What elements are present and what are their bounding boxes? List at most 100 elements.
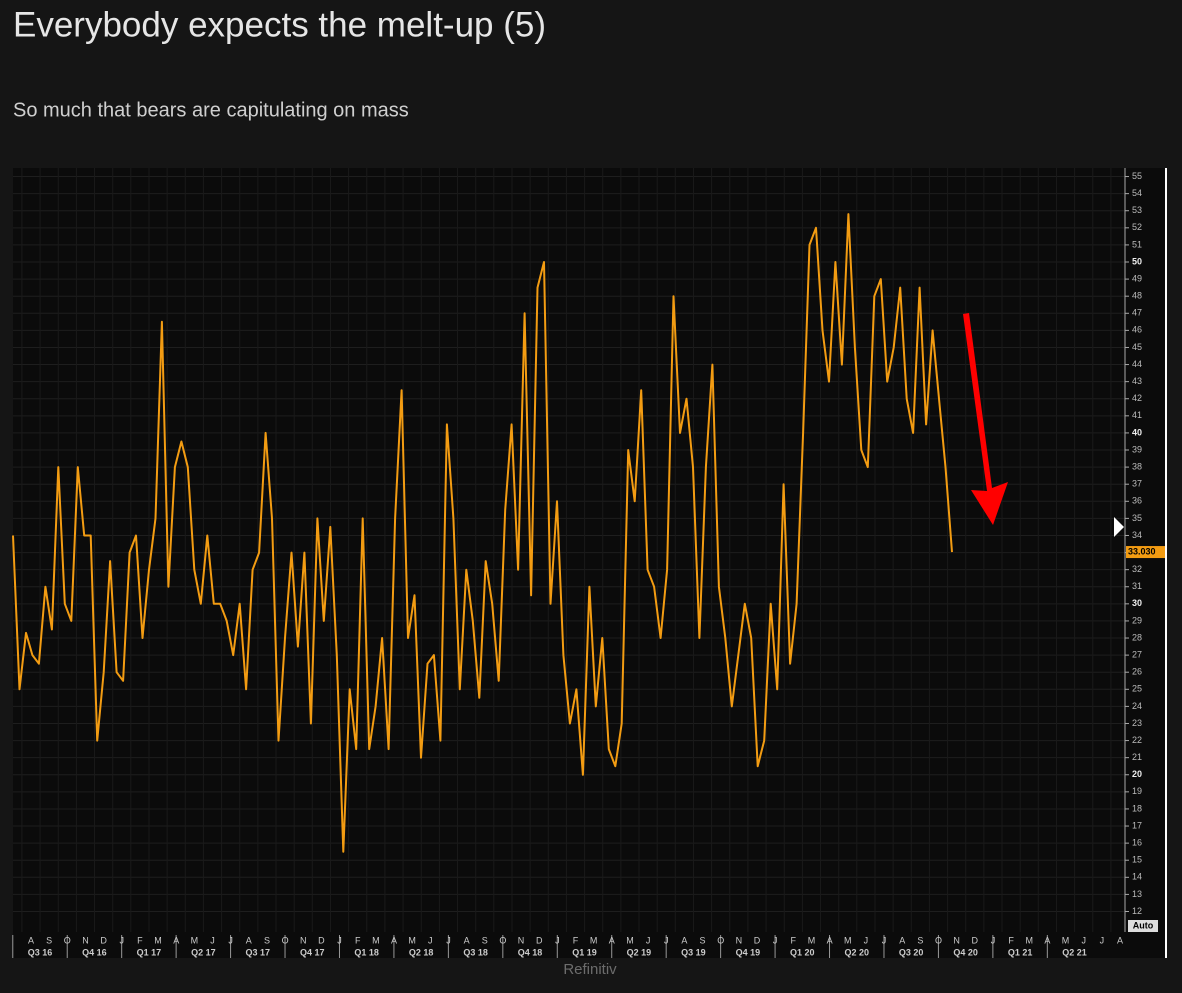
x-month-label: J	[555, 935, 560, 945]
y-tick-label: 17	[1132, 820, 1142, 830]
x-month-label: N	[953, 935, 960, 945]
x-quarter-label: Q4 20	[953, 947, 978, 957]
x-month-label: J	[646, 935, 651, 945]
y-tick-label: 46	[1132, 325, 1142, 335]
y-tick-label: 16	[1132, 837, 1142, 847]
y-tick-label: 36	[1132, 496, 1142, 506]
y-tick-label: 41	[1132, 410, 1142, 420]
x-month-label: D	[318, 935, 325, 945]
y-tick-label: 42	[1132, 393, 1142, 403]
x-month-label: M	[808, 935, 816, 945]
x-quarter-label: Q3 16	[28, 947, 53, 957]
y-tick-label: 32	[1132, 564, 1142, 574]
x-quarter-label: Q3 17	[246, 947, 271, 957]
x-month-label: N	[82, 935, 89, 945]
y-tick-label: 15	[1132, 855, 1142, 865]
x-month-label: J	[337, 935, 342, 945]
x-month-label: S	[264, 935, 270, 945]
x-month-label: A	[681, 935, 687, 945]
y-tick-label: 23	[1132, 718, 1142, 728]
y-tick-label: 30	[1132, 598, 1142, 608]
x-month-label: N	[518, 935, 525, 945]
y-tick-label: 38	[1132, 461, 1142, 471]
x-month-label: O	[64, 935, 71, 945]
x-quarter-label: Q1 19	[572, 947, 597, 957]
x-month-label: J	[864, 935, 869, 945]
x-month-label: J	[228, 935, 233, 945]
y-tick-label: 49	[1132, 273, 1142, 283]
x-month-label: N	[300, 935, 307, 945]
x-quarter-label: Q2 17	[191, 947, 216, 957]
x-month-label: M	[372, 935, 380, 945]
y-tick-label: 18	[1132, 803, 1142, 813]
x-quarter-label: Q1 20	[790, 947, 815, 957]
x-quarter-label: Q2 20	[844, 947, 869, 957]
y-tick-label: 19	[1132, 786, 1142, 796]
x-month-label: S	[482, 935, 488, 945]
x-month-label: A	[246, 935, 252, 945]
y-tick-label: 31	[1132, 581, 1142, 591]
data-line	[12, 213, 953, 853]
x-month-label: M	[590, 935, 598, 945]
x-month-label: J	[991, 935, 996, 945]
y-tick-label: 28	[1132, 632, 1142, 642]
x-quarter-label: Q2 19	[627, 947, 652, 957]
x-quarter-label: Q2 21	[1062, 947, 1087, 957]
x-month-label: J	[446, 935, 451, 945]
x-quarter-label: Q1 18	[354, 947, 379, 957]
x-month-label: J	[1081, 935, 1086, 945]
x-month-label: F	[355, 935, 361, 945]
x-quarter-label: Q3 18	[463, 947, 488, 957]
last-value-box	[1126, 546, 1165, 559]
y-tick-label: 26	[1132, 667, 1142, 677]
x-quarter-label: Q4 18	[518, 947, 543, 957]
x-month-label: O	[717, 935, 724, 945]
x-month-label: F	[137, 935, 143, 945]
y-tick-label: 37	[1132, 479, 1142, 489]
auto-label: Auto	[1133, 920, 1154, 930]
y-tick-label: 51	[1132, 239, 1142, 249]
x-quarter-label: Q1 21	[1008, 947, 1033, 957]
x-month-label: A	[1117, 935, 1123, 945]
x-month-label: D	[100, 935, 107, 945]
y-tick-label: 22	[1132, 735, 1142, 745]
y-tick-label: 34	[1132, 530, 1142, 540]
x-month-label: M	[408, 935, 416, 945]
x-quarter-label: Q4 19	[736, 947, 761, 957]
x-month-label: A	[464, 935, 470, 945]
x-month-label: M	[626, 935, 634, 945]
current-marker	[1114, 517, 1124, 537]
x-quarter-label: Q4 16	[82, 947, 107, 957]
x-month-label: J	[210, 935, 215, 945]
y-tick-label: 27	[1132, 649, 1142, 659]
x-month-label: F	[573, 935, 579, 945]
x-quarter-label: Q3 20	[899, 947, 924, 957]
x-axis-area	[13, 932, 1165, 958]
y-tick-label: 35	[1132, 513, 1142, 523]
x-month-label: S	[46, 935, 52, 945]
y-tick-label: 14	[1132, 872, 1142, 882]
y-tick-label: 55	[1132, 171, 1142, 181]
y-tick-label: 47	[1132, 308, 1142, 318]
x-month-label: D	[536, 935, 543, 945]
y-tick-label: 12	[1132, 906, 1142, 916]
x-month-label: A	[609, 935, 615, 945]
title: Everybody expects the melt-up (5)	[13, 5, 546, 44]
last-value-label: 33.030	[1128, 546, 1156, 556]
y-tick-label: 48	[1132, 291, 1142, 301]
x-month-label: A	[391, 935, 397, 945]
x-month-label: J	[428, 935, 433, 945]
x-month-label: J	[882, 935, 887, 945]
x-month-label: A	[827, 935, 833, 945]
x-month-label: A	[28, 935, 34, 945]
y-tick-label: 43	[1132, 376, 1142, 386]
plot-area	[13, 168, 1125, 932]
y-tick-label: 13	[1132, 889, 1142, 899]
y-tick-label: 45	[1132, 342, 1142, 352]
y-tick-label: 40	[1132, 427, 1142, 437]
x-month-label: A	[173, 935, 179, 945]
x-month-label: J	[664, 935, 669, 945]
x-quarter-label: Q1 17	[137, 947, 162, 957]
y-tick-label: 44	[1132, 359, 1142, 369]
